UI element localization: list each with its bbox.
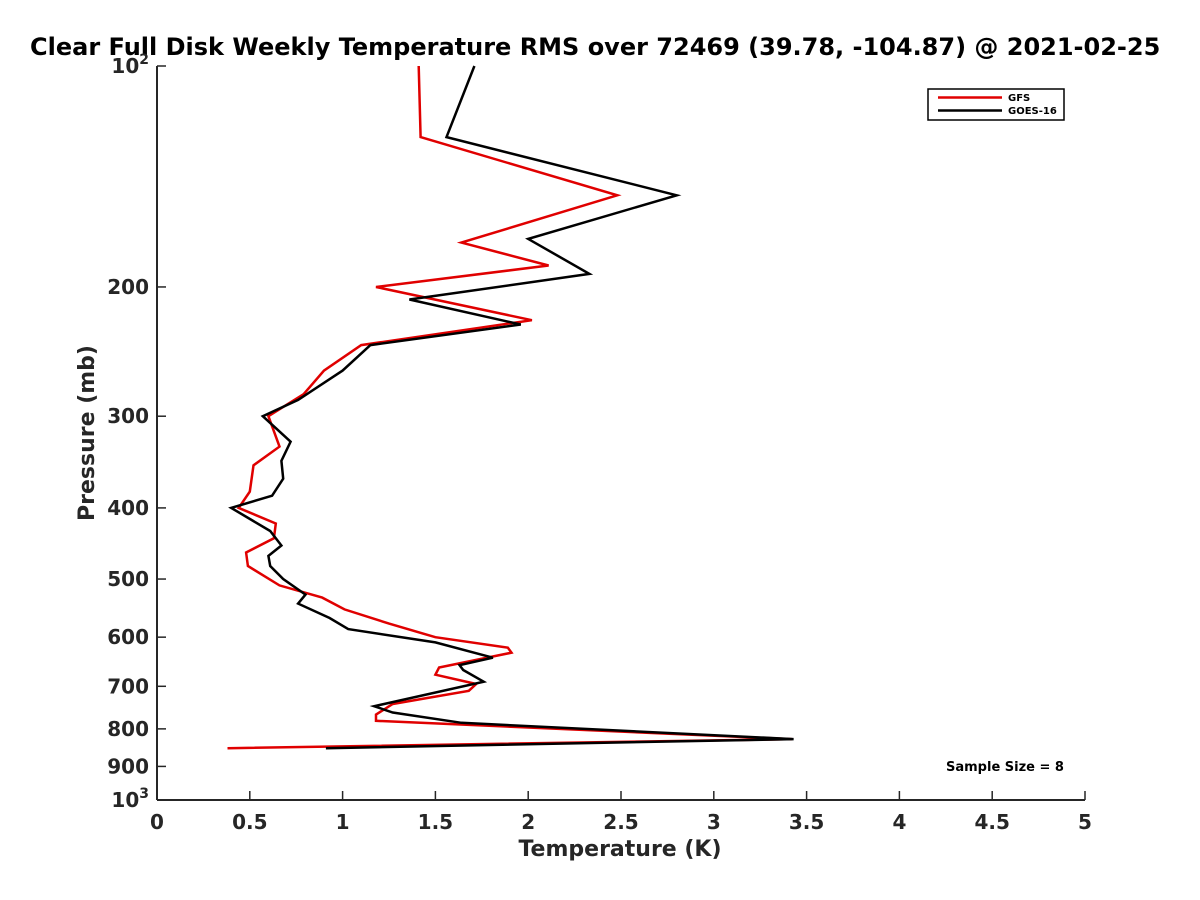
x-tick-label: 4.5 bbox=[974, 810, 1009, 834]
x-tick-label: 5 bbox=[1078, 810, 1092, 834]
x-tick-label: 3 bbox=[707, 810, 721, 834]
y-tick-label: 102 bbox=[111, 52, 149, 78]
y-tick-label: 400 bbox=[107, 496, 149, 520]
y-tick-label: 900 bbox=[107, 754, 149, 778]
x-axis-label: Temperature (K) bbox=[518, 837, 721, 862]
y-tick-label: 600 bbox=[107, 625, 149, 649]
plot-area: 0 0.5 1 1.5 2 2.5 3 3.5 4 4.5 5 102 200 300 400 500 600 7… bbox=[107, 52, 1092, 834]
x-tick-label: 0.5 bbox=[232, 810, 267, 834]
legend-label-goes16: GOES-16 bbox=[1008, 106, 1057, 117]
series-line-gfs bbox=[227, 65, 792, 750]
y-tick-label: 500 bbox=[107, 567, 149, 591]
y-tick-label: 200 bbox=[107, 275, 149, 299]
chart-title: Clear Full Disk Weekly Temperature RMS o… bbox=[30, 33, 1160, 61]
y-tick-label: 103 bbox=[111, 786, 149, 812]
legend-box bbox=[927, 88, 1065, 121]
series-line-goes16 bbox=[228, 65, 794, 750]
y-tick-label: 700 bbox=[107, 674, 149, 698]
sample-size-annotation: Sample Size = 8 bbox=[946, 760, 1064, 775]
x-tick-label: 1.5 bbox=[418, 810, 453, 834]
y-tick-label: 300 bbox=[107, 404, 149, 428]
x-tick-label: 3.5 bbox=[789, 810, 824, 834]
x-tick-label: 4 bbox=[892, 810, 906, 834]
x-tick-label: 0 bbox=[150, 810, 164, 834]
legend: GFS GOES-16 bbox=[927, 88, 1065, 121]
x-tick-label: 2.5 bbox=[603, 810, 638, 834]
x-tick-label: 2 bbox=[521, 810, 535, 834]
legend-label-gfs: GFS bbox=[1008, 93, 1030, 104]
y-tick-label: 800 bbox=[107, 717, 149, 741]
y-axis-label: Pressure (mb) bbox=[75, 345, 100, 521]
x-tick-label: 1 bbox=[336, 810, 350, 834]
